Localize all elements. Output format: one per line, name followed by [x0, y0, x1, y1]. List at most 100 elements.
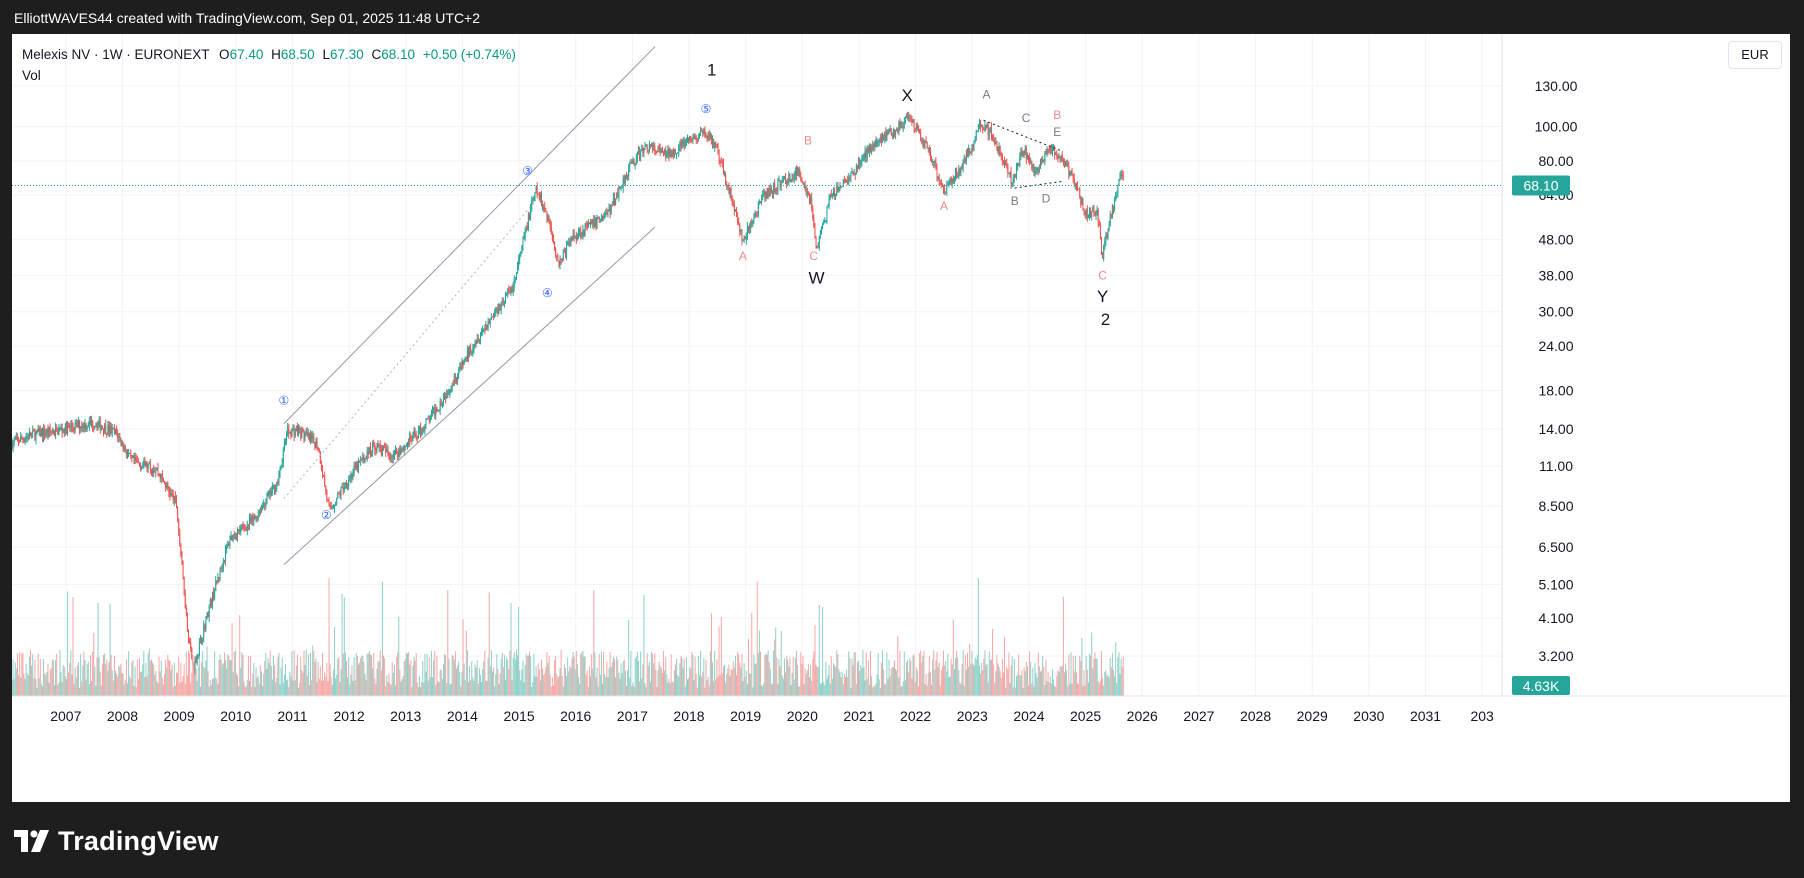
candle-body	[1122, 175, 1124, 177]
candle-body	[648, 144, 650, 152]
volume-bar	[481, 681, 483, 696]
candle-body	[612, 197, 614, 206]
volume-bar	[211, 678, 213, 696]
wave-label[interactable]: D	[1042, 191, 1051, 205]
volume-bar	[995, 671, 997, 696]
wave-label[interactable]: ①	[279, 394, 290, 408]
candle-body	[244, 527, 246, 529]
volume-bar	[115, 670, 117, 696]
volume-bar	[941, 666, 943, 696]
wave-label[interactable]: 1	[707, 61, 716, 80]
volume-bar	[956, 650, 958, 696]
candle-body	[113, 428, 115, 432]
channel-lower-line[interactable]	[283, 226, 656, 566]
triangle-lower-line[interactable]	[1014, 180, 1064, 189]
candle-body	[355, 462, 357, 469]
wave-label[interactable]: ⑤	[701, 102, 712, 116]
wave-label[interactable]: B	[804, 133, 812, 147]
wave-label[interactable]: B	[1011, 194, 1019, 208]
volume-bar	[395, 685, 397, 696]
wave-label[interactable]: C	[809, 249, 818, 263]
chart-pane[interactable]: 1⑤③④①②ABCWXAACBEBDCY2130.00100.0080.0064…	[12, 34, 1790, 802]
wave-label[interactable]: ②	[321, 508, 332, 522]
volume-bar	[594, 652, 596, 696]
candle-body	[32, 430, 34, 434]
volume-bar	[676, 658, 678, 696]
wave-label[interactable]: ④	[542, 286, 553, 300]
candle-body	[1095, 212, 1097, 215]
volume-legend[interactable]: Vol	[22, 68, 41, 83]
wave-label[interactable]: A	[739, 249, 747, 263]
volume-bar	[797, 664, 799, 696]
candle-body	[895, 129, 897, 135]
candle-body	[779, 180, 781, 187]
volume-bar	[572, 651, 574, 696]
volume-bar	[897, 636, 899, 696]
volume-bar	[660, 668, 662, 696]
volume-bar	[270, 665, 272, 696]
wave-label[interactable]: 2	[1101, 310, 1110, 329]
candle-body	[976, 130, 978, 132]
candle-body	[22, 438, 24, 440]
candle-body	[350, 474, 352, 480]
candle-body	[1019, 157, 1021, 166]
volume-bar	[396, 656, 398, 696]
currency-button[interactable]: EUR	[1728, 41, 1782, 69]
price-chart[interactable]: 1⑤③④①②ABCWXAACBEBDCY2130.00100.0080.0064…	[12, 34, 1790, 802]
candle-body	[180, 543, 182, 556]
candle-body	[486, 324, 488, 329]
volume-bar	[260, 671, 262, 696]
candle-body	[548, 217, 550, 223]
candle-body	[47, 429, 49, 435]
volume-bar	[173, 662, 175, 696]
candle-body	[912, 121, 914, 123]
candle-body	[45, 433, 47, 436]
candle-body	[156, 468, 158, 470]
symbol-title[interactable]: Melexis NV · 1W · EURONEXT	[22, 47, 210, 62]
channel-midline[interactable]	[283, 199, 537, 500]
volume-bar	[816, 666, 818, 696]
candle-body	[701, 130, 703, 132]
wave-label[interactable]: Y	[1097, 287, 1108, 306]
tradingview-logo[interactable]: TradingView	[14, 826, 219, 856]
candle-body	[324, 475, 326, 486]
candle-body	[381, 445, 383, 455]
candle-body	[546, 211, 548, 221]
volume-bar	[1087, 682, 1089, 696]
volume-bar	[532, 681, 534, 696]
volume-bar	[220, 659, 222, 696]
candle-body	[31, 433, 33, 437]
wave-label[interactable]: C	[1098, 268, 1107, 282]
candle-body	[318, 449, 320, 452]
candle-body	[366, 451, 368, 460]
volume-bar	[474, 664, 476, 696]
volume-bar	[463, 663, 465, 696]
volume-bar	[1063, 672, 1065, 696]
volume-bar	[882, 650, 884, 696]
volume-bar	[401, 678, 403, 696]
wave-label[interactable]: X	[901, 86, 912, 105]
wave-label[interactable]: W	[808, 269, 824, 288]
volume-bar	[595, 677, 597, 696]
wave-label[interactable]: A	[982, 87, 990, 101]
volume-bar	[296, 654, 298, 696]
volume-bar	[349, 684, 351, 696]
triangle-upper-line[interactable]	[983, 119, 1064, 152]
wave-label[interactable]: C	[1022, 111, 1031, 125]
volume-bar	[181, 681, 183, 696]
wave-label[interactable]: B	[1053, 108, 1061, 122]
wave-label[interactable]: A	[940, 199, 948, 213]
candle-body	[438, 409, 440, 411]
wave-label[interactable]: E	[1053, 125, 1061, 139]
volume-bar	[186, 675, 188, 696]
candle-body	[769, 187, 771, 197]
volume-bar	[191, 672, 193, 696]
volume-bar	[238, 686, 240, 696]
volume-bar	[527, 655, 529, 696]
candle-body	[198, 641, 200, 654]
volume-bar	[170, 669, 172, 696]
channel-upper-line[interactable]	[283, 46, 656, 424]
volume-bar	[14, 662, 16, 696]
candle-body	[202, 638, 204, 642]
wave-label[interactable]: ③	[522, 164, 533, 178]
